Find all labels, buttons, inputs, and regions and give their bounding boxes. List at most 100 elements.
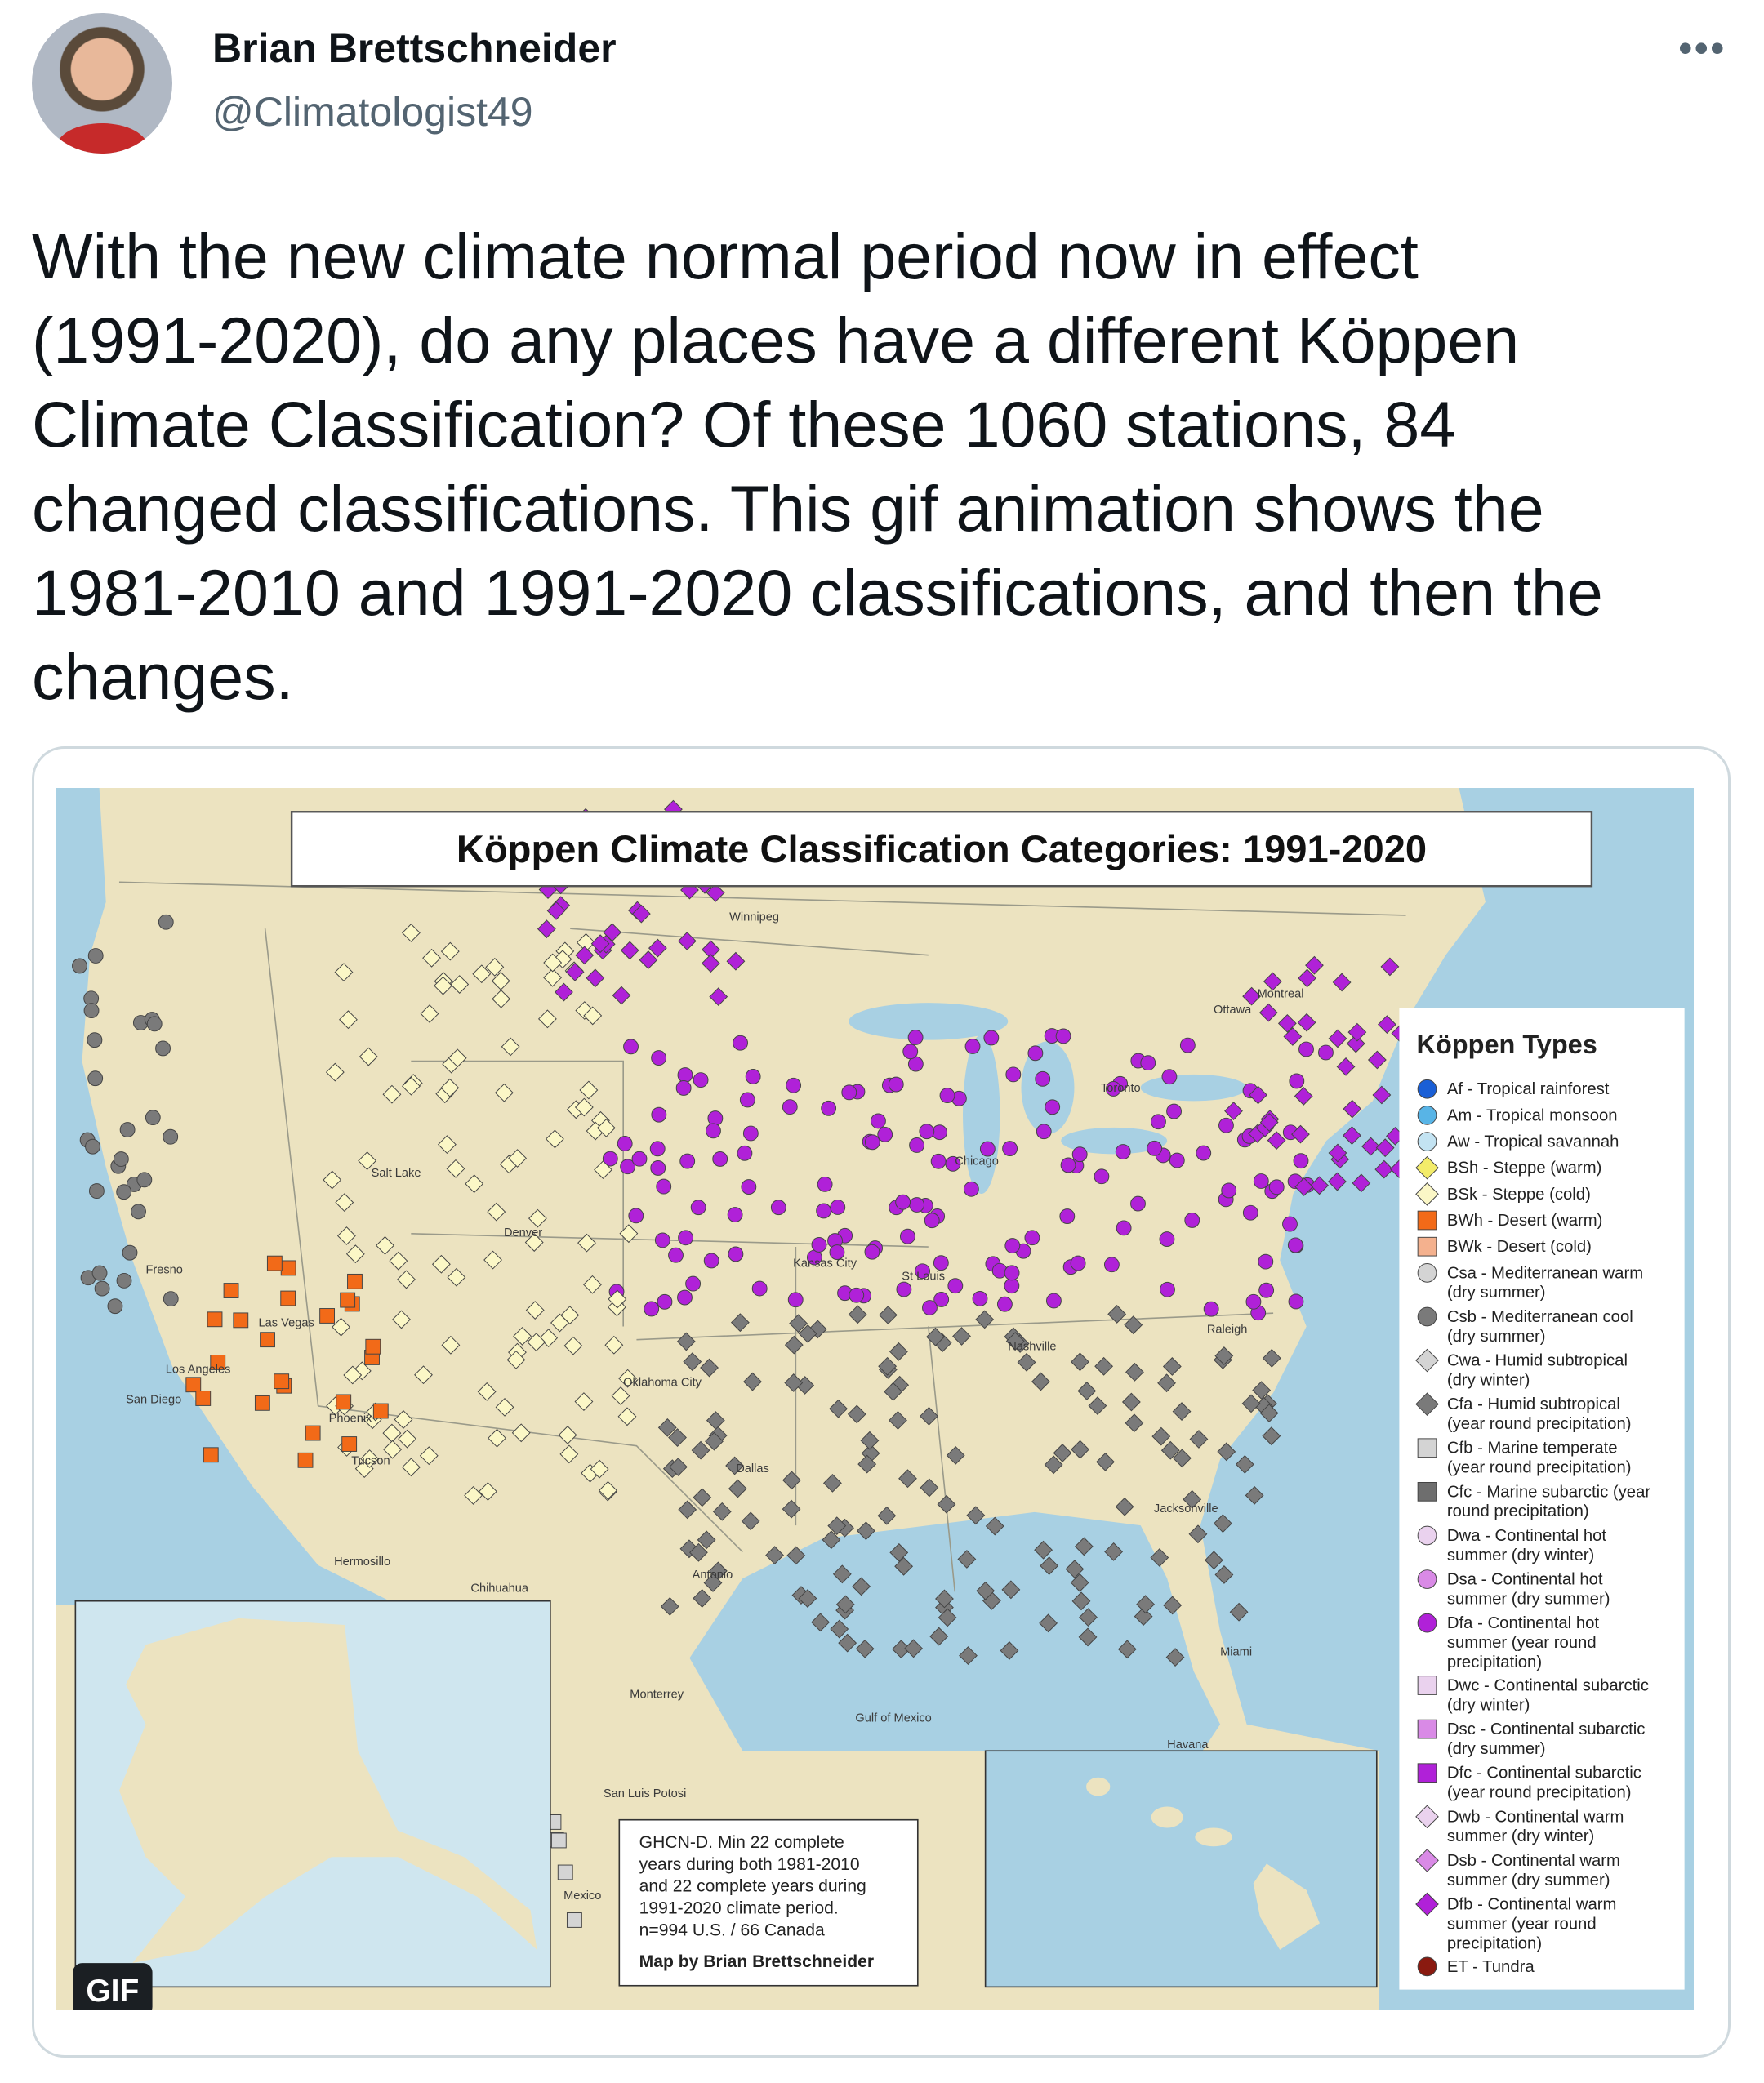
hawaii-island <box>1151 1806 1183 1828</box>
marker <box>651 1106 667 1123</box>
legend-label: BSk - Steppe (cold) <box>1447 1186 1591 1204</box>
marker <box>1380 957 1400 977</box>
legend-label: Csb - Mediterranean cool <box>1447 1308 1633 1326</box>
legend-label: Cwa - Humid subtropical <box>1447 1352 1628 1370</box>
marker <box>1242 1204 1258 1221</box>
marker <box>1262 1426 1281 1446</box>
marker <box>700 1358 719 1378</box>
marker <box>1259 1404 1279 1423</box>
marker <box>336 1226 356 1245</box>
marker <box>1287 1237 1303 1253</box>
marker <box>964 1039 981 1054</box>
marker <box>233 1312 249 1329</box>
marker <box>1161 1069 1178 1085</box>
marker <box>566 1912 582 1928</box>
marker <box>525 1301 545 1320</box>
legend-label: (dry winter) <box>1447 1696 1530 1714</box>
legend-label: Dwb - Continental warm <box>1447 1808 1624 1826</box>
marker <box>841 1084 858 1101</box>
marker <box>85 1138 100 1155</box>
place-label: Chicago <box>955 1155 999 1168</box>
marker <box>690 1200 706 1216</box>
legend-label: Dsa - Continental hot <box>1447 1571 1603 1589</box>
marker <box>158 914 174 930</box>
marker <box>1115 1144 1131 1159</box>
marker <box>675 1080 692 1096</box>
marker <box>1065 1560 1085 1579</box>
marker <box>612 986 631 1005</box>
marker <box>1189 1430 1209 1449</box>
avatar[interactable] <box>32 13 172 154</box>
marker <box>895 1194 911 1210</box>
place-label: Denver <box>504 1226 542 1240</box>
marker <box>550 1832 567 1849</box>
marker <box>985 1516 1004 1536</box>
note-line: n=994 U.S. / 66 Canada <box>639 1921 825 1940</box>
marker <box>1094 1356 1114 1376</box>
marker <box>539 1329 559 1348</box>
marker <box>727 1207 743 1222</box>
marker <box>847 1404 866 1424</box>
marker <box>907 1030 924 1045</box>
marker <box>782 1499 801 1519</box>
marker <box>898 1469 917 1489</box>
marker <box>564 1336 583 1355</box>
marker <box>1070 1573 1089 1592</box>
marker <box>87 1032 103 1048</box>
marker <box>728 1479 747 1498</box>
marker <box>1305 955 1324 975</box>
marker <box>1417 1106 1437 1125</box>
marker <box>899 1228 915 1244</box>
marker <box>1152 1426 1171 1446</box>
marker <box>1253 1173 1269 1189</box>
marker <box>513 1327 532 1346</box>
marker <box>770 1200 786 1216</box>
marker <box>808 1320 827 1339</box>
legend-label: (year round precipitation) <box>1447 1784 1632 1802</box>
marker <box>1078 1627 1098 1647</box>
lake <box>963 1035 1000 1195</box>
marker <box>1417 1262 1437 1283</box>
marker <box>83 1003 100 1019</box>
marker <box>620 1159 636 1175</box>
marker <box>1150 1548 1169 1567</box>
place-label: Jacksonville <box>1154 1502 1218 1516</box>
marker <box>1417 1306 1437 1327</box>
marker <box>933 1292 950 1307</box>
marker <box>1343 1099 1362 1119</box>
marker <box>1218 1117 1234 1133</box>
marker <box>1071 1591 1091 1611</box>
legend-label: Dfc - Continental subarctic <box>1447 1765 1642 1783</box>
marker <box>559 1444 579 1464</box>
marker <box>730 1313 750 1333</box>
more-button[interactable]: ••• <box>1678 25 1726 71</box>
marker <box>397 1270 416 1289</box>
marker <box>1417 1525 1437 1546</box>
marker <box>733 1035 748 1051</box>
marker <box>1214 1565 1234 1584</box>
marker <box>1017 1352 1036 1372</box>
note-credit: Map by Brian Brettschneider <box>639 1952 874 1971</box>
marker <box>798 1589 817 1608</box>
marker <box>1375 1138 1395 1158</box>
marker <box>618 1369 638 1388</box>
marker <box>1031 1372 1050 1391</box>
marker <box>163 1291 179 1307</box>
marker <box>590 1459 609 1479</box>
alaska-land <box>118 1618 537 1964</box>
legend-label: (dry summer) <box>1447 1284 1546 1302</box>
user-name[interactable]: Brian Brettschneider <box>212 25 617 71</box>
marker <box>1079 1608 1098 1627</box>
marker <box>1235 1454 1254 1474</box>
tweet-line: (1991-2020), do any places have a differ… <box>32 304 1520 376</box>
user-handle[interactable]: @Climatologist49 <box>212 89 533 135</box>
marker <box>816 1203 832 1219</box>
marker <box>422 948 441 968</box>
media-card[interactable] <box>32 746 1731 2058</box>
marker <box>830 1200 846 1215</box>
marker <box>786 1077 802 1093</box>
marker <box>558 1426 577 1444</box>
place-label: San Diego <box>126 1394 181 1407</box>
marker <box>1077 1382 1097 1400</box>
marker <box>537 919 556 939</box>
